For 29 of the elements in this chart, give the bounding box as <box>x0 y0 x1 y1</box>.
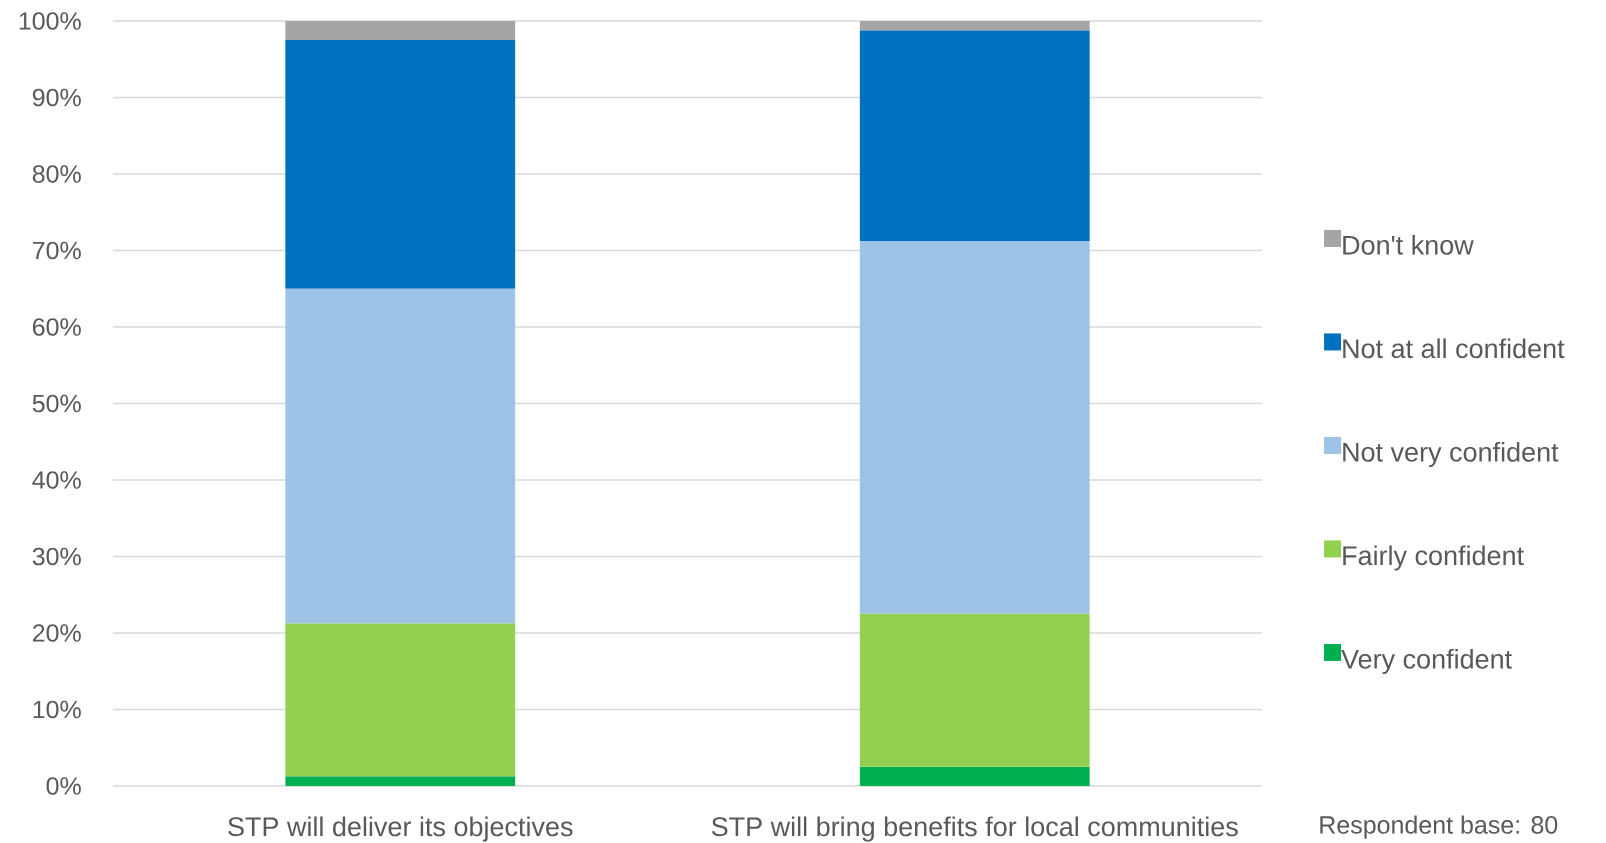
bar <box>859 766 1090 786</box>
legend-label: Not very confident <box>1343 441 1559 468</box>
legend-label: Not at all confident <box>1343 338 1565 359</box>
y-tick-label: 100% <box>19 12 81 30</box>
bar <box>285 21 516 41</box>
y-tick-label: 30% <box>32 547 81 566</box>
legend-label: Fairly confident <box>1343 545 1524 571</box>
bar <box>285 623 516 777</box>
text: Respondent base: 80 <box>1320 815 1558 839</box>
bar <box>859 21 1090 31</box>
y-tick-label: 80% <box>32 165 81 183</box>
bar <box>285 40 516 289</box>
y-tick-label: 60% <box>32 318 81 336</box>
legend-label: Don't know <box>1343 234 1474 255</box>
y-tick-label: 70% <box>32 241 81 260</box>
y-tick-label: 10% <box>33 700 81 719</box>
x-tick-label: STP will bring benefits for local communities <box>711 816 1238 842</box>
y-tick-label: 50% <box>32 394 81 413</box>
y-tick-label: 90% <box>32 88 81 107</box>
y-tick-label: 0% <box>46 777 81 795</box>
bar <box>859 613 1090 767</box>
bar <box>285 776 516 786</box>
x-tick-label: STP will deliver its objectives <box>228 816 573 842</box>
y-tick-label: 20% <box>32 624 81 642</box>
y-tick-label: 40% <box>32 471 81 489</box>
bar <box>859 30 1090 241</box>
bar <box>285 288 516 624</box>
bar <box>859 240 1090 614</box>
legend-label: Very confident <box>1341 648 1512 675</box>
